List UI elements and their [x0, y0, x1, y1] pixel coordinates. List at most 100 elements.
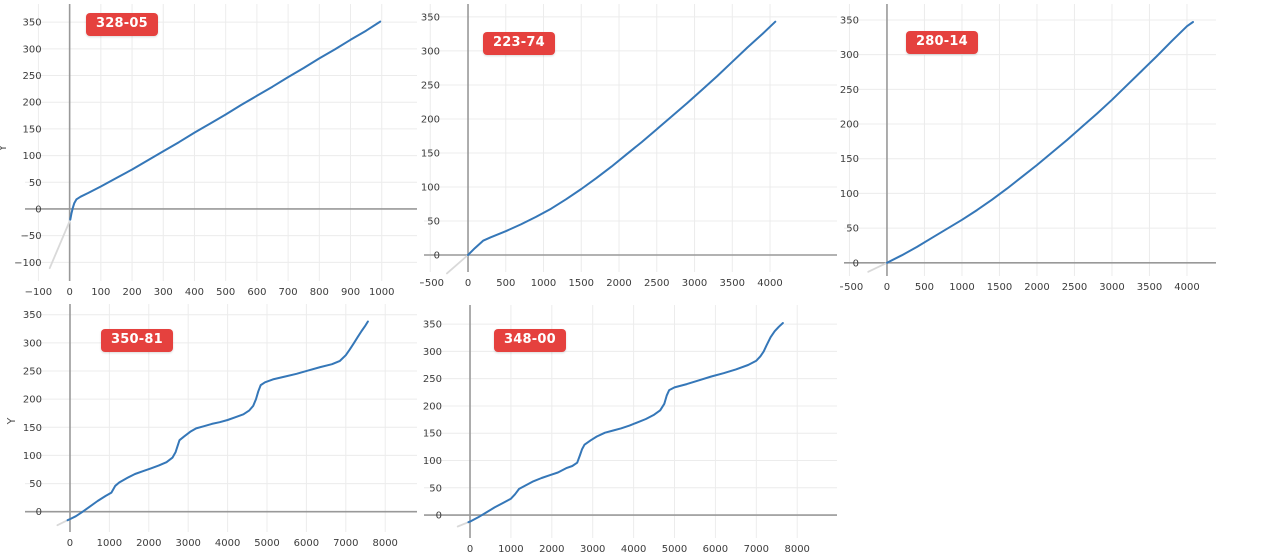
y-tick-label: 250 — [23, 366, 42, 377]
x-tick-label: 2500 — [1062, 282, 1087, 293]
x-tick-label: 300 — [154, 287, 173, 298]
y-tick-label: 50 — [846, 224, 859, 235]
line-series-main — [69, 20, 382, 221]
x-tick-label: 800 — [310, 287, 329, 298]
x-tick-label: 1000 — [498, 544, 523, 555]
line-series-extension — [48, 218, 72, 270]
y-tick-label: 300 — [23, 338, 42, 349]
x-tick-label: 6000 — [294, 538, 319, 549]
chart-280-14: 280-14 −50005001000150020002500300035004… — [840, 0, 1280, 300]
x-tick-label: 3000 — [175, 538, 200, 549]
x-tick-label: 8000 — [372, 538, 397, 549]
line-series-main — [66, 320, 369, 522]
x-tick-label: 700 — [279, 287, 298, 298]
y-tick-label: 250 — [840, 85, 859, 96]
y-tick-label: 350 — [840, 15, 859, 26]
y-tick-label: 0 — [36, 507, 42, 518]
x-tick-label: 2000 — [606, 278, 631, 289]
x-tick-label: 4000 — [215, 538, 240, 549]
x-tick-label: 2000 — [1024, 282, 1049, 293]
x-tick-label: 1500 — [569, 278, 594, 289]
x-tick-label: 2500 — [644, 278, 669, 289]
x-tick-label: 1000 — [97, 538, 122, 549]
line-series-main — [467, 20, 777, 256]
x-tick-label: 5000 — [254, 538, 279, 549]
x-tick-label: −500 — [840, 282, 863, 293]
x-tick-label: 1000 — [369, 287, 394, 298]
y-tick-label: 0 — [434, 250, 440, 261]
y-tick-label: 300 — [421, 46, 440, 57]
x-tick-label: 500 — [216, 287, 235, 298]
x-tick-label: 4000 — [1174, 282, 1199, 293]
y-tick-label: 350 — [23, 310, 42, 321]
x-tick-label: 900 — [341, 287, 360, 298]
chart-canvas-328-05[interactable]: −100 0 100 200 300 400 500 600 700 800 900 1000 −100… — [0, 0, 420, 300]
chart-canvas-348-00[interactable]: 0 1000 2000 3000 4000 5000 6000 7000 8000 0 50 100 1… — [420, 300, 840, 558]
chart-223-74: 223-74 −500 0 500 1000 1500 2000 2500 3000 3500 4… — [420, 0, 840, 300]
x-tick-label: 500 — [915, 282, 934, 293]
chart-canvas-223-74[interactable]: −500 0 500 1000 1500 2000 2500 3000 3500 4000 0 50 1… — [420, 0, 840, 300]
y-tick-label: 250 — [423, 374, 442, 385]
y-tick-label: 100 — [23, 451, 42, 462]
y-tick-label: 0 — [853, 258, 859, 269]
y-tick-label: 50 — [29, 479, 42, 490]
y-tick-label: 350 — [421, 12, 440, 23]
x-tick-label: 2000 — [539, 544, 564, 555]
x-tick-label: 5000 — [662, 544, 687, 555]
y-tick-label: 0 — [35, 204, 41, 215]
x-tick-label: 1500 — [987, 282, 1012, 293]
y-tick-label: 100 — [423, 456, 442, 467]
x-tick-label: 2000 — [136, 538, 161, 549]
y-tick-label: 200 — [421, 114, 440, 125]
y-tick-label: 50 — [29, 178, 42, 189]
y-tick-label: 150 — [23, 423, 42, 434]
y-tick-label: 350 — [23, 18, 42, 29]
y-tick-label: 200 — [840, 120, 859, 131]
y-tick-label: 200 — [423, 401, 442, 412]
line-series-main — [467, 322, 784, 524]
line-series-extension — [445, 254, 469, 275]
x-tick-label: −500 — [420, 278, 444, 289]
x-tick-label: 200 — [123, 287, 142, 298]
y-tick-label: 100 — [840, 189, 859, 200]
y-tick-label: 50 — [427, 216, 440, 227]
chart-id-badge: 348-00 — [494, 329, 566, 352]
chart-id-badge: 223-74 — [483, 32, 555, 55]
x-tick-label: 1000 — [531, 278, 556, 289]
y-tick-label: 100 — [421, 182, 440, 193]
y-tick-label: 0 — [436, 511, 442, 522]
x-tick-label: −100 — [25, 287, 52, 298]
y-tick-label: 150 — [421, 148, 440, 159]
y-tick-label: 50 — [429, 483, 442, 494]
y-tick-label: 300 — [840, 50, 859, 61]
y-tick-label: 250 — [421, 80, 440, 91]
x-tick-label: 8000 — [784, 544, 809, 555]
chart-id-badge: 350-81 — [101, 329, 173, 352]
chart-canvas-280-14[interactable]: −500 0 500 1000 1500 2000 2500 3000 3500 4000 0 50 1… — [840, 0, 1280, 300]
x-tick-label: 3000 — [682, 278, 707, 289]
y-tick-label: 200 — [23, 395, 42, 406]
chart-canvas-350-81[interactable]: 0 1000 2000 3000 4000 5000 6000 7000 8000 0 50 100 1… — [0, 300, 420, 558]
x-tick-label: 3000 — [580, 544, 605, 555]
x-tick-label: 3500 — [720, 278, 745, 289]
x-tick-label: 4000 — [757, 278, 782, 289]
y-axis-title: Y — [5, 417, 18, 425]
x-tick-label: 400 — [185, 287, 204, 298]
x-tick-label: 600 — [247, 287, 266, 298]
x-tick-label: 0 — [884, 282, 890, 293]
line-series-extension — [56, 519, 69, 527]
y-tick-label: 200 — [23, 98, 42, 109]
x-tick-label: 7000 — [744, 544, 769, 555]
x-tick-label: 7000 — [333, 538, 358, 549]
y-tick-label: 150 — [840, 154, 859, 165]
x-tick-label: 6000 — [703, 544, 728, 555]
y-tick-label: −100 — [14, 258, 41, 269]
y-tick-label: 150 — [23, 124, 42, 135]
line-series-extension — [456, 521, 470, 528]
y-tick-label: 350 — [423, 320, 442, 331]
chart-350-81: 350-81 0 1000 2000 3000 4000 5000 6000 7000 8000… — [0, 300, 420, 558]
chart-348-00: 348-00 0 1000 2000 3000 4000 5000 6000 7000 8000… — [420, 300, 840, 558]
y-tick-label: 300 — [23, 44, 42, 55]
x-tick-label: 100 — [91, 287, 110, 298]
